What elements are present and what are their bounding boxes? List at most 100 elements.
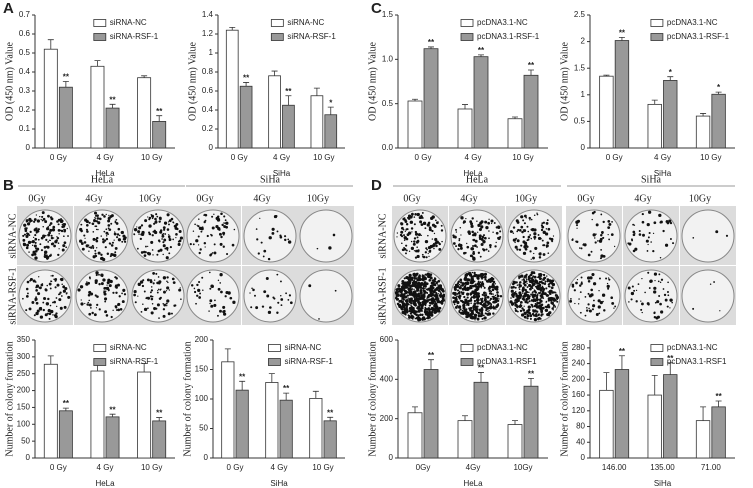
colony [406, 294, 409, 297]
colony [161, 235, 165, 238]
colony [148, 224, 152, 228]
colony [595, 313, 599, 316]
colony [145, 245, 147, 248]
colony [403, 289, 406, 291]
colony [400, 222, 404, 226]
colony [488, 218, 490, 220]
colony [659, 302, 662, 306]
colony [411, 231, 413, 233]
colony [548, 285, 551, 288]
colony [94, 211, 98, 215]
bar [663, 80, 678, 149]
colony [536, 282, 539, 285]
colony [271, 227, 275, 231]
colony [525, 216, 527, 219]
colony [577, 303, 580, 305]
colony [66, 292, 68, 294]
colony [494, 297, 499, 301]
colony [140, 251, 144, 254]
colony [669, 307, 671, 309]
colony [150, 289, 154, 292]
colony [663, 293, 667, 297]
significance: ** [428, 351, 435, 360]
colony [88, 221, 91, 224]
colony [539, 278, 541, 280]
colony [610, 233, 614, 236]
colony [53, 278, 55, 281]
colony [414, 230, 418, 234]
error-bar [156, 115, 163, 122]
significance: ** [667, 354, 674, 363]
colony [222, 245, 225, 248]
colony [658, 295, 661, 298]
x-tick-label: 0 Gy [50, 463, 67, 472]
colony [200, 227, 204, 231]
colony [117, 308, 121, 312]
x-tick-label: 146.00 [602, 463, 627, 472]
colony [434, 277, 437, 280]
colony [440, 229, 444, 232]
colony [485, 292, 488, 294]
colony [86, 230, 89, 233]
colony [537, 313, 540, 316]
colony [594, 241, 597, 244]
colony [107, 288, 110, 292]
colony [475, 297, 478, 299]
y-axis-label: OD (450 nm) Value [4, 41, 15, 121]
colony [46, 227, 50, 231]
colony [653, 286, 657, 290]
legend-swatch [650, 358, 664, 366]
y-tick-label: 150 [17, 403, 31, 412]
significance: ** [619, 28, 626, 37]
colony [602, 220, 605, 224]
colony [518, 284, 522, 288]
colony [434, 283, 437, 286]
colony [58, 298, 62, 302]
colony [31, 244, 34, 247]
y-tick-label: 0 [581, 453, 586, 462]
colony [34, 256, 38, 260]
colony [511, 282, 515, 286]
error-bar [651, 375, 658, 396]
colony [161, 233, 164, 236]
colony [498, 298, 500, 300]
colony [263, 290, 267, 294]
colony [453, 287, 457, 291]
error-bar [285, 95, 292, 106]
colony [546, 241, 550, 245]
error-bar [229, 26, 236, 31]
colony [530, 299, 534, 302]
colony [414, 232, 419, 236]
colony [420, 214, 423, 217]
colony [48, 317, 51, 320]
colony [598, 289, 600, 292]
colony [438, 293, 440, 295]
colony [162, 241, 165, 244]
x-tick-label: 10 Gy [313, 153, 334, 162]
colony [452, 296, 455, 299]
colony [59, 306, 63, 310]
colony [522, 240, 526, 244]
colony [201, 276, 204, 279]
colony [162, 308, 166, 311]
plate [393, 209, 447, 263]
colony [420, 283, 423, 287]
colony [151, 217, 154, 220]
colony [221, 223, 224, 227]
colony [530, 237, 533, 240]
colony [479, 308, 482, 311]
colony [516, 230, 519, 233]
colony [50, 275, 52, 277]
colony [539, 299, 543, 303]
colony [287, 238, 290, 241]
colony [404, 281, 408, 285]
colony [162, 253, 164, 256]
colony [522, 278, 525, 281]
colony [420, 288, 422, 291]
significance: ** [239, 372, 246, 381]
colony [423, 299, 427, 303]
colony [531, 283, 534, 286]
colony [576, 279, 579, 281]
error-bar [667, 76, 674, 81]
colony [522, 287, 525, 290]
